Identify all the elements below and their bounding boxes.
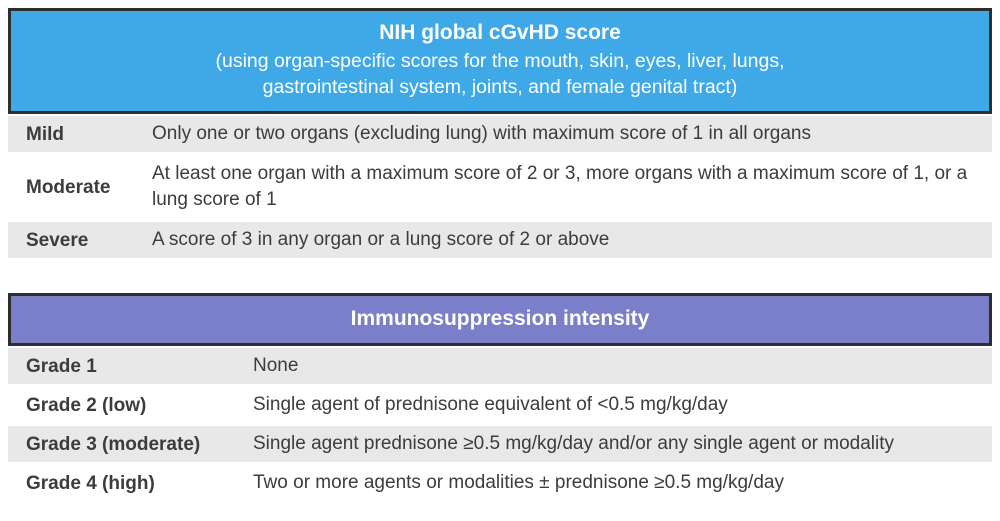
table-row-moderate: Moderate At least one organ with a maxim… — [8, 155, 992, 219]
nih-table-header: NIH global cGvHD score (using organ-spec… — [8, 8, 992, 114]
row-label: Moderate — [26, 176, 111, 198]
table-row-grade-3-moderate: Grade 3 (moderate) Single agent predniso… — [8, 426, 992, 462]
table-row-grade-1: Grade 1 None — [8, 348, 992, 384]
immunosuppression-table-title: Immunosuppression intensity — [350, 307, 650, 330]
nih-table-rows: Mild Only one or two organs (excluding l… — [8, 116, 992, 258]
table-row-grade-2-low: Grade 2 (low) Single agent of prednisone… — [8, 387, 992, 423]
row-label: Grade 1 — [26, 355, 97, 377]
row-label: Severe — [26, 229, 89, 251]
row-description: Single agent prednisone ≥0.5 mg/kg/day a… — [253, 433, 894, 454]
table-row-severe: Severe A score of 3 in any organ or a lu… — [8, 222, 992, 258]
row-description: Only one or two organs (excluding lung) … — [152, 123, 811, 144]
table-row-mild: Mild Only one or two organs (excluding l… — [8, 116, 992, 152]
row-description: None — [253, 355, 299, 376]
row-label: Grade 2 (low) — [26, 394, 147, 416]
immunosuppression-table-rows: Grade 1 None Grade 2 (low) Single agent … — [8, 348, 992, 501]
nih-table-title: NIH global cGvHD score — [379, 21, 621, 44]
row-description: Single agent of prednisone equivalent of… — [253, 394, 728, 415]
row-label: Mild — [26, 123, 64, 145]
row-description: A score of 3 in any organ or a lung scor… — [152, 229, 610, 250]
immunosuppression-table-header: Immunosuppression intensity — [8, 293, 992, 346]
row-description: At least one organ with a maximum score … — [152, 163, 968, 210]
row-description: Two or more agents or modalities ± predn… — [253, 472, 784, 493]
row-label: Grade 3 (moderate) — [26, 433, 201, 455]
table-spacer — [8, 258, 992, 293]
row-label: Grade 4 (high) — [26, 472, 155, 494]
nih-global-cgvhd-score-table: NIH global cGvHD score (using organ-spec… — [8, 8, 992, 258]
nih-table-subtitle: (using organ-specific scores for the mou… — [215, 50, 785, 98]
immunosuppression-intensity-table: Immunosuppression intensity Grade 1 None… — [8, 293, 992, 501]
table-row-grade-4-high: Grade 4 (high) Two or more agents or mod… — [8, 465, 992, 501]
